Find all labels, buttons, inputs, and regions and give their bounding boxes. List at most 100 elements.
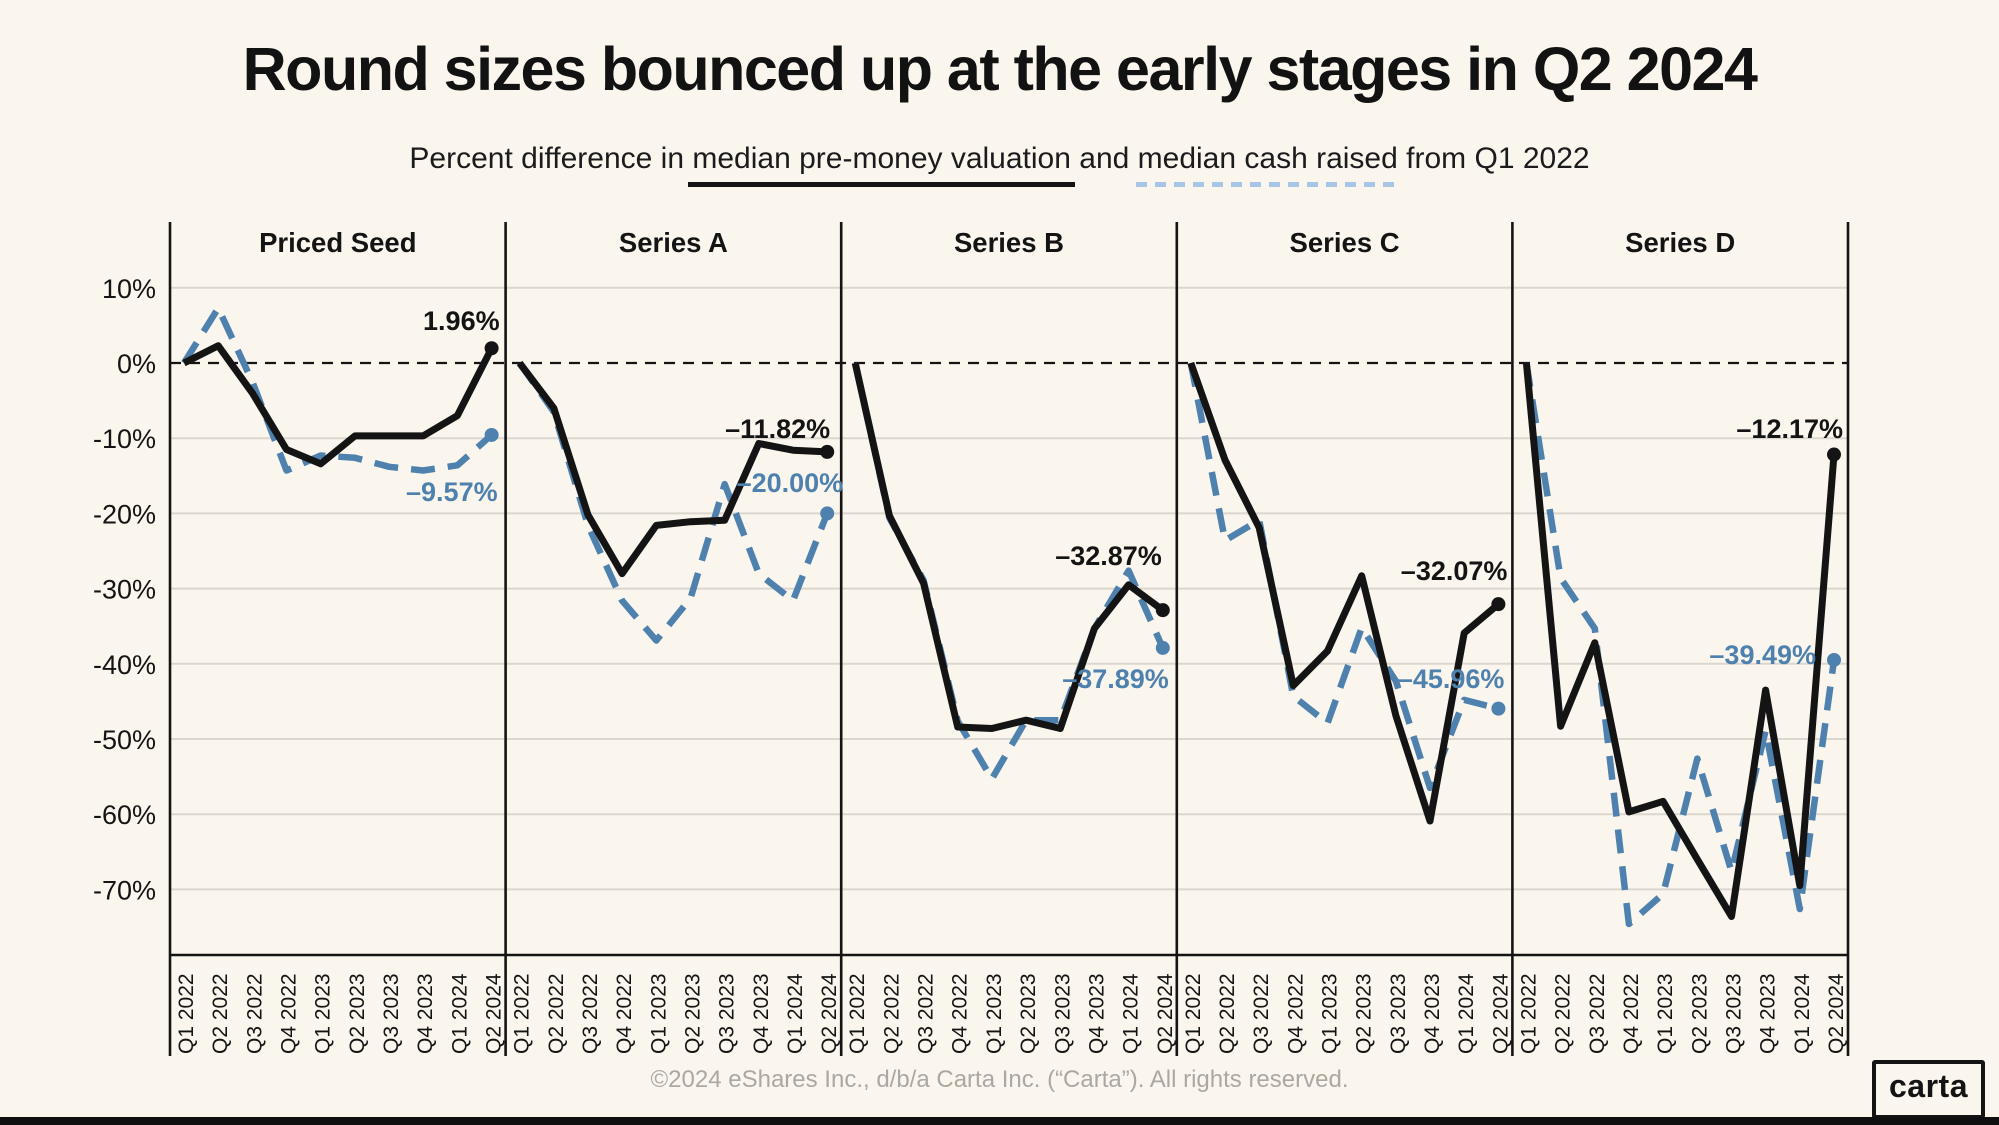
carta-logo: carta bbox=[1872, 1060, 1985, 1119]
y-tick-label: -60% bbox=[93, 800, 156, 830]
x-tick-label: Q2 2024 bbox=[1825, 973, 1848, 1054]
y-tick-label: -70% bbox=[93, 875, 156, 905]
x-tick-label: Q1 2024 bbox=[784, 973, 807, 1054]
x-tick-label: Q3 2023 bbox=[380, 973, 403, 1054]
x-tick-label: Q2 2023 bbox=[1688, 973, 1711, 1054]
valuation-line-series-d bbox=[1522, 362, 1838, 920]
x-tick-label: Q2 2022 bbox=[1552, 973, 1575, 1054]
cash-end-label-series-a: –20.00% bbox=[737, 468, 844, 498]
x-tick-label: Q2 2024 bbox=[1489, 973, 1512, 1054]
valuation-end-label-series-a: –11.82% bbox=[725, 414, 830, 444]
x-tick-label: Q3 2022 bbox=[579, 973, 602, 1054]
subtitle-cash-underlined: median cash raised bbox=[1135, 142, 1400, 187]
valuation-end-dot-series-d bbox=[1827, 447, 1841, 462]
cash-end-label-series-c: –45.96% bbox=[1398, 664, 1505, 694]
y-tick-label: -40% bbox=[93, 650, 156, 680]
valuation-end-label-priced-seed: 1.96% bbox=[423, 306, 500, 336]
valuation-end-dot-series-a bbox=[820, 444, 835, 459]
valuation-end-dot-priced-seed bbox=[484, 341, 499, 356]
cash-end-label-priced-seed: –9.57% bbox=[406, 477, 498, 507]
x-tick-label: Q3 2023 bbox=[1722, 973, 1745, 1054]
x-tick-label: Q3 2023 bbox=[1051, 973, 1074, 1054]
x-tick-label: Q4 2023 bbox=[750, 973, 773, 1054]
cash-end-dot-series-d bbox=[1827, 652, 1841, 667]
panel-title: Priced Seed bbox=[259, 227, 416, 258]
x-tick-label: Q2 2023 bbox=[1353, 973, 1376, 1054]
y-tick-label: 10% bbox=[102, 274, 156, 304]
x-tick-label: Q4 2022 bbox=[278, 973, 301, 1054]
cash-end-dot-series-b bbox=[1155, 640, 1170, 655]
valuation-end-label-series-c: –32.07% bbox=[1401, 556, 1508, 586]
subtitle-valuation-underlined: median pre-money valuation bbox=[688, 142, 1075, 187]
x-tick-label: Q1 2024 bbox=[1791, 973, 1814, 1054]
x-tick-label: Q4 2023 bbox=[414, 973, 437, 1054]
x-tick-label: Q1 2023 bbox=[312, 973, 335, 1054]
subtitle-prefix: Percent difference in bbox=[409, 142, 693, 175]
x-tick-label: Q2 2022 bbox=[209, 973, 232, 1054]
panel-title: Series D bbox=[1625, 227, 1735, 258]
x-tick-label: Q1 2022 bbox=[846, 973, 869, 1054]
panel-title: Series C bbox=[1290, 227, 1400, 258]
valuation-line-series-b bbox=[851, 362, 1165, 732]
x-tick-label: Q1 2022 bbox=[1517, 973, 1540, 1054]
x-tick-label: Q1 2023 bbox=[1654, 973, 1677, 1054]
x-tick-label: Q3 2022 bbox=[243, 973, 266, 1054]
x-tick-label: Q3 2022 bbox=[1250, 973, 1273, 1054]
x-tick-label: Q4 2022 bbox=[613, 973, 636, 1054]
panel-title: Series B bbox=[954, 227, 1064, 258]
valuation-end-label-series-b: –32.87% bbox=[1055, 541, 1162, 571]
x-tick-label: Q1 2022 bbox=[1182, 973, 1205, 1054]
x-tick-label: Q2 2023 bbox=[346, 973, 369, 1054]
y-tick-label: -20% bbox=[93, 499, 156, 529]
valuation-end-dot-series-b bbox=[1155, 603, 1170, 618]
valuation-line-series-a bbox=[516, 360, 828, 578]
cash-line-series-d bbox=[1523, 362, 1838, 928]
y-tick-label: -50% bbox=[93, 725, 156, 755]
x-tick-label: Q4 2022 bbox=[1620, 973, 1643, 1054]
y-tick-label: 0% bbox=[117, 349, 156, 379]
x-tick-label: Q3 2023 bbox=[716, 973, 739, 1054]
x-tick-label: Q4 2022 bbox=[1284, 973, 1307, 1054]
x-tick-label: Q1 2022 bbox=[175, 973, 198, 1054]
x-tick-label: Q2 2024 bbox=[818, 973, 841, 1054]
x-tick-label: Q2 2023 bbox=[1017, 973, 1040, 1054]
valuation-end-dot-series-c bbox=[1491, 597, 1506, 612]
cash-line-series-c bbox=[1187, 362, 1500, 792]
cash-end-dot-series-a bbox=[820, 506, 835, 521]
x-tick-label: Q1 2024 bbox=[1455, 973, 1478, 1054]
panel-title: Series A bbox=[619, 227, 728, 258]
y-tick-label: -10% bbox=[93, 424, 156, 454]
subtitle-middle: and bbox=[1070, 142, 1138, 175]
x-tick-label: Q1 2023 bbox=[983, 973, 1006, 1054]
x-tick-label: Q1 2023 bbox=[647, 973, 670, 1054]
x-tick-label: Q2 2022 bbox=[880, 973, 903, 1054]
valuation-end-label-series-d: –12.17% bbox=[1736, 414, 1843, 444]
subtitle-suffix: from Q1 2022 bbox=[1397, 142, 1590, 175]
x-tick-label: Q3 2023 bbox=[1387, 973, 1410, 1054]
bottom-accent-bar bbox=[0, 1117, 1999, 1125]
valuation-line-series-c bbox=[1187, 361, 1501, 825]
x-tick-label: Q4 2022 bbox=[949, 973, 972, 1054]
x-tick-label: Q2 2024 bbox=[1154, 973, 1177, 1054]
x-tick-label: Q1 2023 bbox=[1319, 973, 1342, 1054]
cash-end-label-series-b: –37.89% bbox=[1062, 664, 1169, 694]
copyright-footer: ©2024 eShares Inc., d/b/a Carta Inc. (“C… bbox=[650, 1066, 1349, 1093]
x-tick-label: Q2 2023 bbox=[681, 973, 704, 1054]
subtitle: Percent difference in median pre-money v… bbox=[0, 142, 1999, 187]
x-tick-label: Q3 2022 bbox=[915, 973, 938, 1054]
x-tick-label: Q4 2023 bbox=[1085, 973, 1108, 1054]
cash-end-label-series-d: –39.49% bbox=[1709, 640, 1816, 670]
x-tick-label: Q3 2022 bbox=[1586, 973, 1609, 1054]
x-tick-label: Q2 2022 bbox=[545, 973, 568, 1054]
x-tick-label: Q1 2024 bbox=[448, 973, 471, 1054]
x-tick-label: Q2 2022 bbox=[1216, 973, 1239, 1054]
x-tick-label: Q4 2023 bbox=[1757, 973, 1780, 1054]
page-title: Round sizes bounced up at the early stag… bbox=[242, 35, 1758, 103]
x-tick-label: Q1 2024 bbox=[1120, 973, 1143, 1054]
cash-end-dot-priced-seed bbox=[484, 427, 499, 442]
cash-end-dot-series-c bbox=[1491, 701, 1506, 716]
valuation-line-priced-seed bbox=[182, 342, 495, 468]
y-tick-label: -30% bbox=[93, 575, 156, 605]
